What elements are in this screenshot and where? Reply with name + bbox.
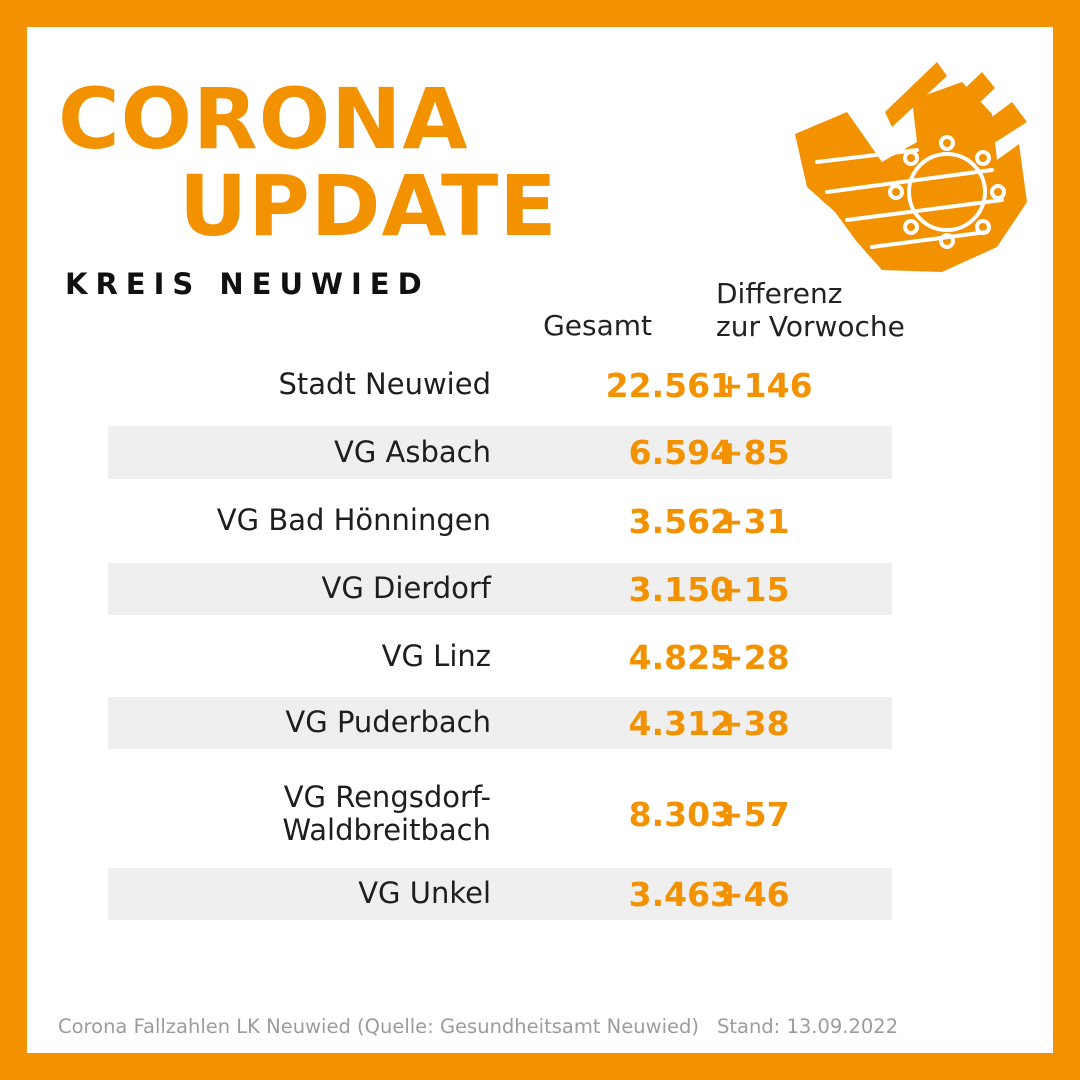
- row-name: VG Bad Hönningen: [216, 503, 491, 538]
- footer-stand: Stand: 13.09.2022: [716, 1015, 899, 1038]
- table-row: VG Linz 4.825 +28: [108, 631, 892, 683]
- column-header-differenz: Differenz zur Vorwoche: [716, 277, 905, 343]
- row-gesamt: 6.594: [628, 433, 733, 472]
- row-name: Stadt Neuwied: [278, 367, 492, 402]
- column-header-differenz-line-1: Differenz: [716, 277, 843, 310]
- row-gesamt: 4.312: [628, 703, 733, 743]
- row-name: VG Linz: [381, 639, 491, 674]
- table-row: VG Bad Hönningen 3.562 +31: [108, 495, 892, 547]
- row-name: VG Asbach: [334, 434, 491, 469]
- row-name-line-1: VG Rengsdorf-: [283, 779, 491, 814]
- row-diff: +38: [716, 703, 790, 743]
- subtitle: KREIS NEUWIED: [65, 267, 430, 301]
- row-gesamt: 8.303: [628, 794, 733, 834]
- row-name: VG Rengsdorf- Waldbreitbach: [27, 772, 491, 856]
- title-line-1: CORONA: [58, 70, 469, 168]
- table-row: Stadt Neuwied 22.561 +146: [108, 359, 892, 411]
- column-header-gesamt: Gesamt: [543, 309, 652, 342]
- row-gesamt: 4.825: [628, 637, 733, 677]
- row-diff: +57: [716, 794, 790, 834]
- castle-virus-logo-icon: [795, 62, 1027, 272]
- table-row: VG Rengsdorf- Waldbreitbach 8.303 +57: [108, 772, 892, 856]
- row-name: VG Puderbach: [285, 705, 491, 740]
- table-row: VG Unkel 3.463 +46: [108, 868, 892, 920]
- row-name: VG Unkel: [358, 876, 491, 911]
- table-row: VG Puderbach 4.312 +38: [108, 697, 892, 749]
- row-diff: +15: [716, 569, 790, 609]
- row-gesamt: 22.561: [605, 365, 733, 405]
- row-gesamt: 3.562: [628, 501, 733, 541]
- row-diff: +46: [716, 874, 790, 914]
- row-diff: +31: [716, 501, 790, 541]
- column-header-differenz-line-2: zur Vorwoche: [716, 310, 905, 344]
- table-row: VG Asbach 6.594 +85: [108, 426, 892, 479]
- row-gesamt: 3.463: [628, 874, 733, 914]
- table-row: VG Dierdorf 3.150 +15: [108, 563, 892, 615]
- row-diff: +85: [716, 433, 790, 472]
- row-diff: +28: [716, 637, 790, 677]
- row-diff: +146: [716, 365, 813, 405]
- update-card: CORONA UPDATE KREIS NEUWIED Gesamt: [27, 27, 1053, 1053]
- footer-source: Corona Fallzahlen LK Neuwied (Quelle: Ge…: [58, 1015, 699, 1038]
- row-gesamt: 3.150: [628, 569, 733, 609]
- row-name: VG Dierdorf: [321, 571, 491, 606]
- title-line-2: UPDATE: [179, 157, 558, 255]
- footer: Corona Fallzahlen LK Neuwied (Quelle: Ge…: [58, 1015, 898, 1038]
- row-name-line-2: Waldbreitbach: [282, 813, 491, 847]
